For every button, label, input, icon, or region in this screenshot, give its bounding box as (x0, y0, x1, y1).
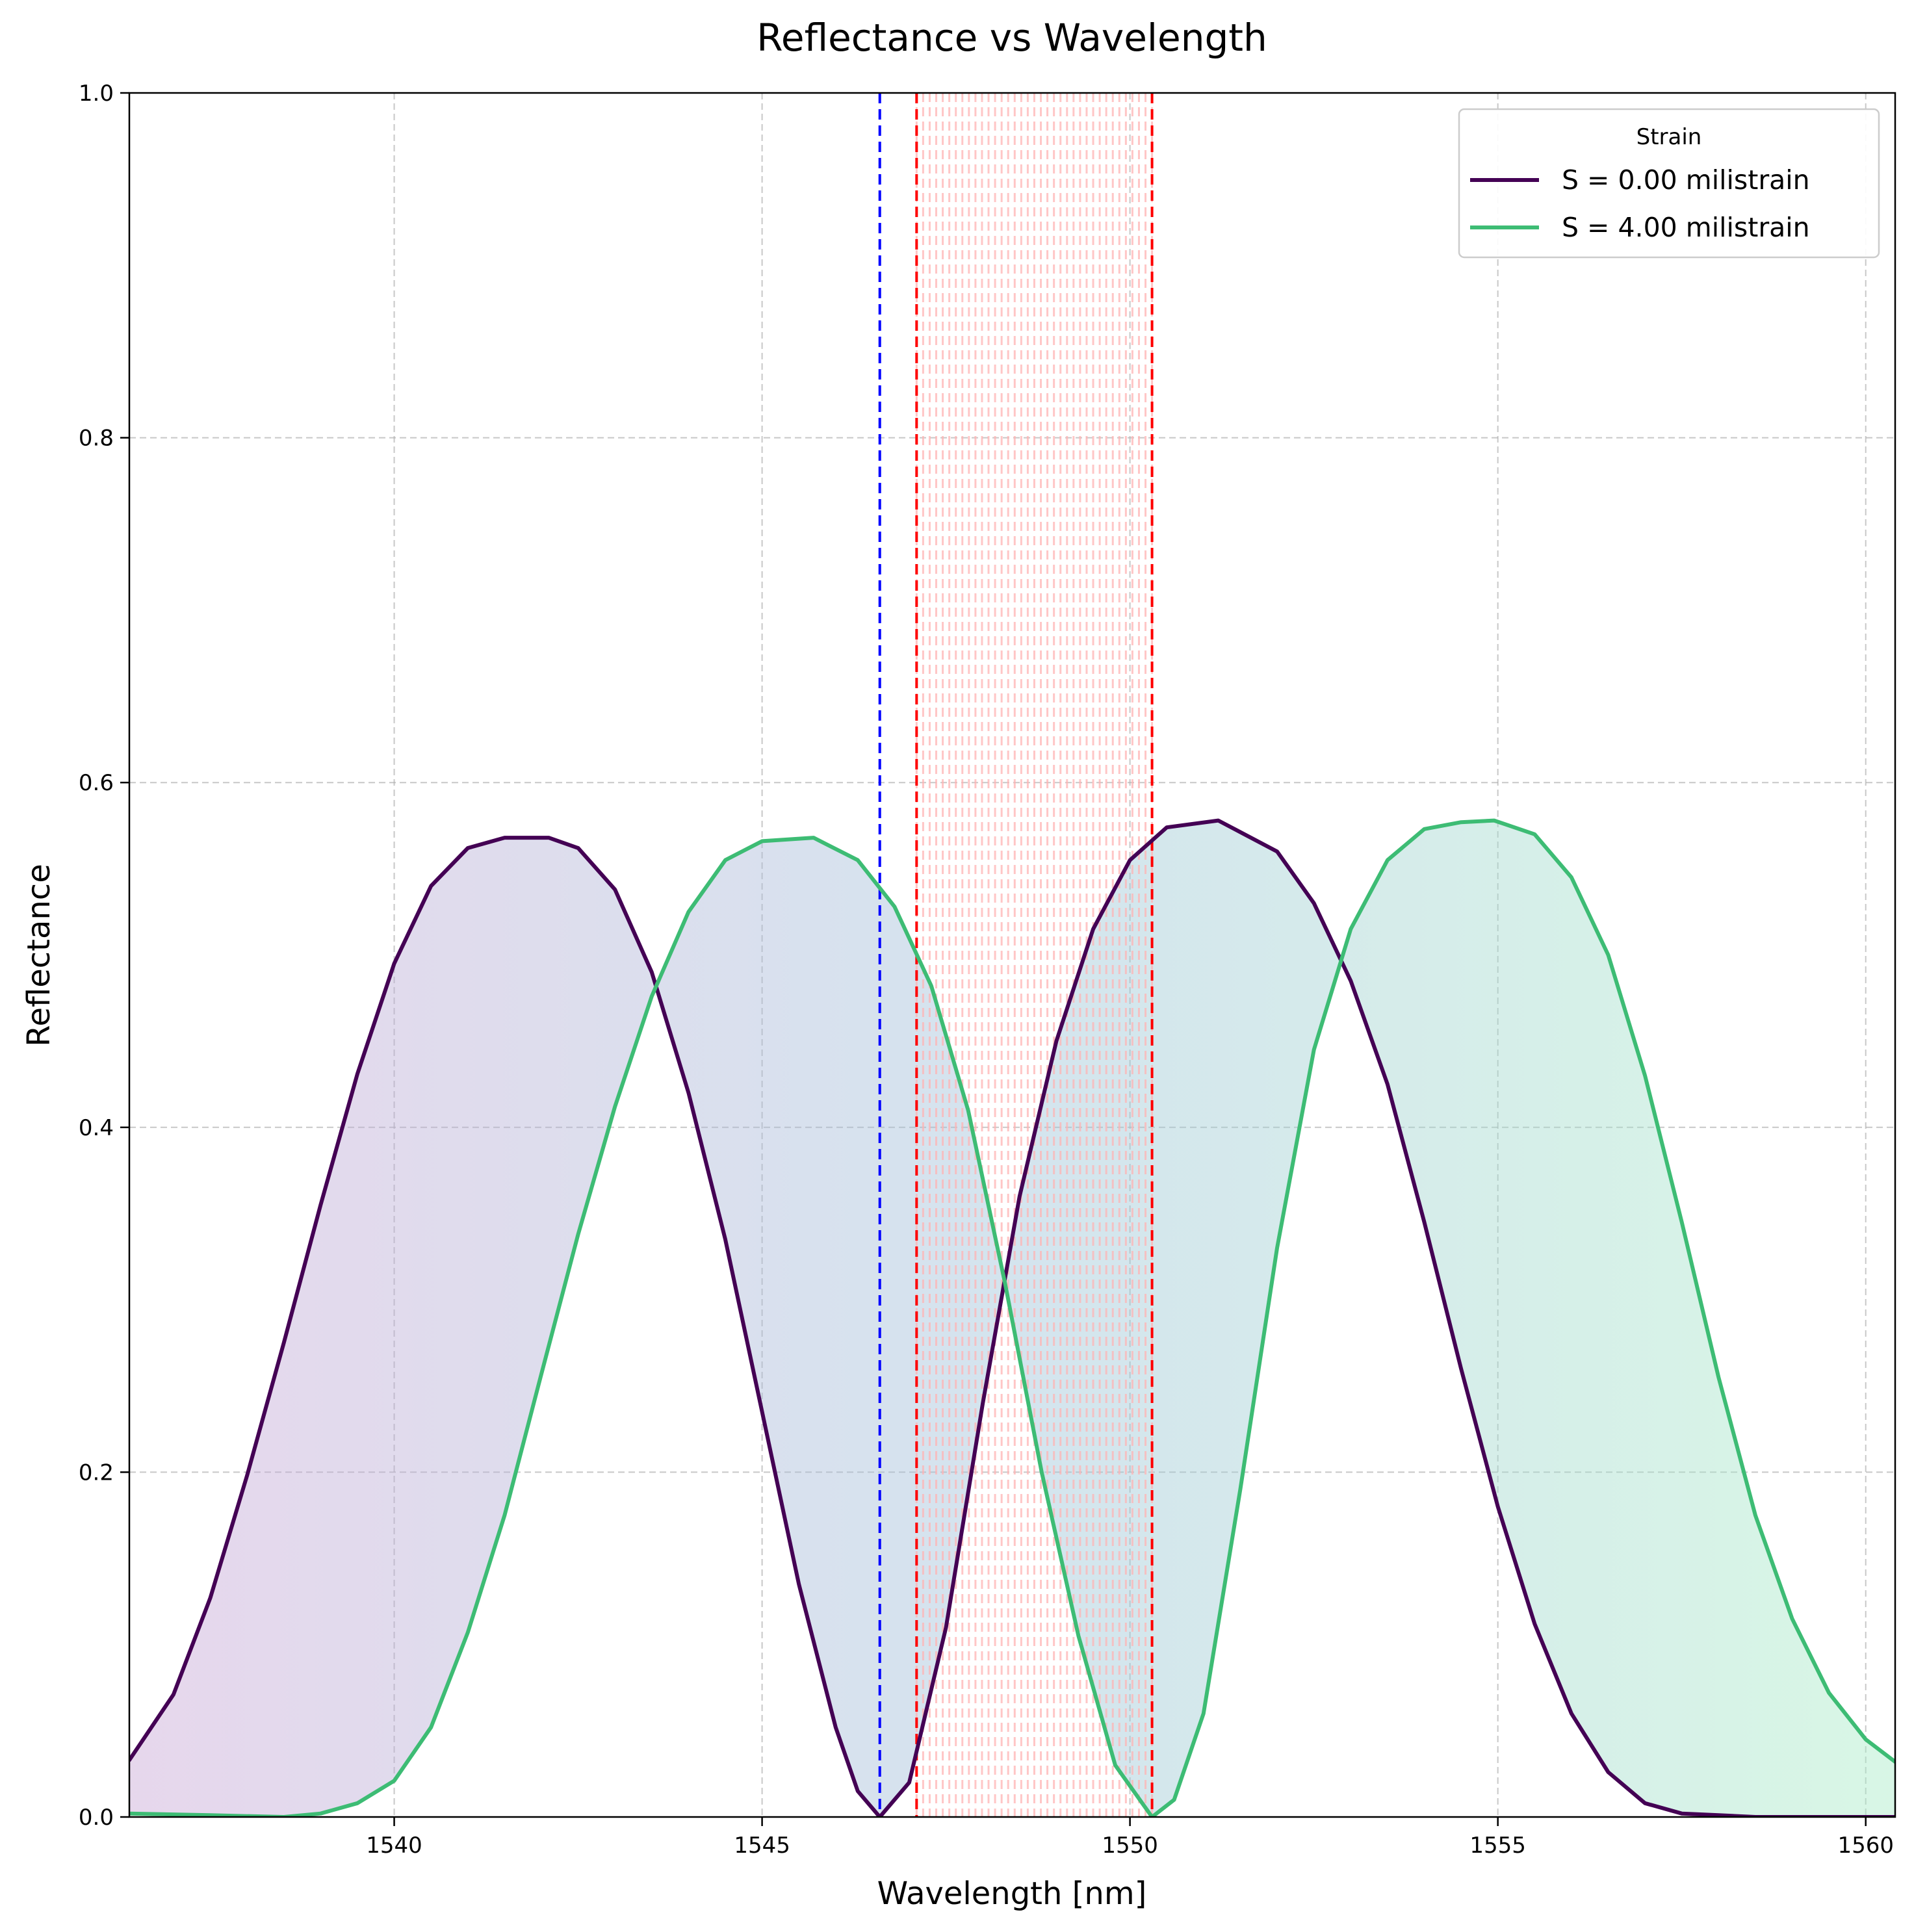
shaded-band (915, 93, 1154, 1817)
y-tick-label-2: 0.4 (79, 1115, 114, 1141)
legend-entry-strain-4: S = 4.00 milistrain (1562, 212, 1810, 243)
y-tick-label-0: 0.0 (79, 1805, 114, 1831)
x-axis-ticks: 1540 1545 1550 1555 1560 (366, 1817, 1894, 1859)
x-tick-label-1: 1545 (734, 1833, 790, 1859)
legend-title: Strain (1636, 124, 1702, 150)
x-tick-label-0: 1540 (366, 1833, 422, 1859)
legend-entry-strain-0: S = 0.00 milistrain (1562, 164, 1810, 196)
x-axis-label: Wavelength [nm] (877, 1875, 1147, 1912)
series-line-0 (129, 818, 1895, 1817)
x-tick-label-3: 1555 (1469, 1833, 1526, 1859)
y-axis-ticks: 0.0 0.2 0.4 0.6 0.8 1.0 (79, 81, 129, 1831)
y-tick-label-5: 1.0 (79, 81, 114, 107)
legend: Strain S = 0.00 milistrain S = 4.00 mili… (1458, 108, 1880, 259)
y-tick-label-3: 0.6 (79, 770, 114, 796)
y-tick-label-1: 0.2 (79, 1460, 114, 1486)
x-tick-label-2: 1550 (1102, 1833, 1158, 1859)
plot-frame (128, 92, 1896, 1818)
legend-box (1458, 108, 1880, 259)
chart-title: Reflectance vs Wavelength (757, 16, 1267, 60)
series-lines (129, 818, 1895, 1817)
x-tick-label-4: 1560 (1837, 1833, 1894, 1859)
y-axis-label: Reflectance (21, 864, 57, 1046)
y-tick-label-4: 0.8 (79, 426, 114, 452)
series-line-1 (129, 818, 1895, 1817)
